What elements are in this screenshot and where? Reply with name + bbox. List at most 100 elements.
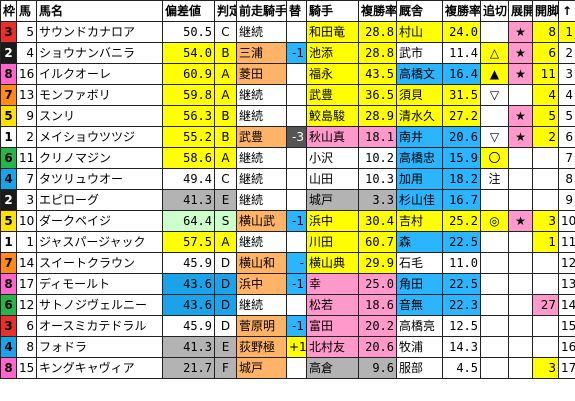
col-grade-header: 判定 bbox=[214, 0, 237, 22]
grade-cell: B bbox=[214, 126, 237, 148]
jockey-rate-cell: 28.9 bbox=[358, 105, 397, 127]
horse-name-cell: フォドラ bbox=[36, 336, 163, 358]
stable-cell: 音無 bbox=[396, 294, 443, 316]
change-cell bbox=[286, 294, 307, 316]
oikiri-mark-cell bbox=[480, 252, 509, 274]
waku-cell: 3 bbox=[0, 21, 17, 43]
kaikyaku-cell bbox=[532, 315, 559, 337]
jockey-rate-cell: 43.5 bbox=[358, 63, 397, 85]
deviation-cell: 54.0 bbox=[162, 42, 215, 64]
grade-cell: E bbox=[214, 336, 237, 358]
grade-cell: A bbox=[214, 231, 237, 253]
oikiri-mark-cell: 〇 bbox=[480, 147, 509, 169]
rank-cell: 17 bbox=[558, 357, 575, 379]
deviation-value: 41.3 bbox=[183, 193, 212, 207]
rank-cell: 6 bbox=[558, 126, 575, 148]
waku-cell: 3 bbox=[0, 315, 17, 337]
stable-cell: 杉山佳 bbox=[396, 189, 443, 211]
stable-cell: 清水久 bbox=[396, 105, 443, 127]
uma-number-cell: 4 bbox=[16, 42, 37, 64]
deviation-cell: 49.4 bbox=[162, 168, 215, 190]
table-row: 1 2 メイショウツツジ 55.2 B 武豊 -3 秋山真 18.1 南井 20.6 ▽ ★ 2 6 bbox=[0, 126, 575, 148]
uma-number-cell: 2 bbox=[16, 126, 37, 148]
jockey-cell: 和田竜 bbox=[306, 21, 359, 43]
jockey-rate-cell: 10.3 bbox=[358, 168, 397, 190]
rank-cell: 11 bbox=[558, 231, 575, 253]
grade-cell: B bbox=[214, 105, 237, 127]
deviation-value: 43.6 bbox=[183, 298, 212, 312]
kaikyaku-cell: 3 bbox=[532, 357, 559, 379]
grade-cell: C bbox=[214, 21, 237, 43]
uma-number-cell: 14 bbox=[16, 252, 37, 274]
prev-jockey-cell: 継続 bbox=[236, 84, 287, 106]
change-cell: -1 bbox=[286, 273, 307, 295]
kaikyaku-cell: 1 bbox=[532, 231, 559, 253]
deviation-value: 59.8 bbox=[183, 88, 212, 102]
jockey-rate-cell: 36.5 bbox=[358, 84, 397, 106]
tenkai-star-cell bbox=[508, 189, 533, 211]
table-row: 3 6 オースミカテドラル 45.9 D 菅原明 -1 富田 20.2 高橋亮 12.5 15 bbox=[0, 315, 575, 337]
waku-cell: 8 bbox=[0, 273, 17, 295]
oikiri-mark-cell bbox=[480, 315, 509, 337]
jockey-rate-cell: 25.0 bbox=[358, 273, 397, 295]
prev-jockey-cell: 継続 bbox=[236, 147, 287, 169]
horse-name-cell: ショウナンバニラ bbox=[36, 42, 163, 64]
uma-number-cell: 3 bbox=[16, 189, 37, 211]
waku-cell: 4 bbox=[0, 168, 17, 190]
oikiri-mark-cell bbox=[480, 21, 509, 43]
prev-jockey-cell: 継続 bbox=[236, 294, 287, 316]
grade-cell: A bbox=[214, 63, 237, 85]
stable-cell: 森 bbox=[396, 231, 443, 253]
waku-cell: 7 bbox=[0, 84, 17, 106]
stable-cell: 服部 bbox=[396, 357, 443, 379]
rank-cell: 3 bbox=[558, 63, 575, 85]
jockey-cell: 高倉 bbox=[306, 357, 359, 379]
change-cell bbox=[286, 63, 307, 85]
deviation-cell: 64.4 bbox=[162, 210, 215, 232]
table-row: 3 5 サウンドカナロア 50.5 C 継続 和田竜 28.8 村山 24.0 ★ 8 1 bbox=[0, 21, 575, 43]
deviation-cell: 55.2 bbox=[162, 126, 215, 148]
tenkai-star-cell bbox=[508, 84, 533, 106]
change-cell bbox=[286, 147, 307, 169]
horse-name-cell: サウンドカナロア bbox=[36, 21, 163, 43]
tenkai-star-cell bbox=[508, 357, 533, 379]
stable-cell: 角田 bbox=[396, 273, 443, 295]
kaikyaku-cell: 4 bbox=[532, 84, 559, 106]
prev-jockey-cell: 継続 bbox=[236, 21, 287, 43]
stable-rate-cell: 18.2 bbox=[442, 168, 481, 190]
oikiri-mark-cell bbox=[480, 105, 509, 127]
change-cell: -1 bbox=[286, 210, 307, 232]
uma-number-cell: 5 bbox=[16, 21, 37, 43]
stable-cell: 武市 bbox=[396, 42, 443, 64]
oikiri-mark-cell bbox=[480, 336, 509, 358]
col-oikiri-header: 追切 bbox=[480, 0, 509, 22]
kaikyaku-cell bbox=[532, 189, 559, 211]
jockey-cell: 幸 bbox=[306, 273, 359, 295]
kaikyaku-cell bbox=[532, 273, 559, 295]
col-name-header: 馬名 bbox=[36, 0, 163, 22]
stable-rate-cell: 20.6 bbox=[442, 126, 481, 148]
deviation-value: 64.4 bbox=[183, 214, 212, 228]
prev-jockey-cell: 菱田 bbox=[236, 63, 287, 85]
table-row: 8 15 キングキャヴィア 21.7 F 城戸 高倉 9.6 服部 4.5 3 17 bbox=[0, 357, 575, 379]
deviation-value: 49.4 bbox=[183, 172, 212, 186]
uma-number-cell: 1 bbox=[16, 231, 37, 253]
tenkai-star-cell bbox=[508, 231, 533, 253]
col-uma-header: 馬 bbox=[16, 0, 37, 22]
deviation-cell: 43.6 bbox=[162, 294, 215, 316]
jockey-cell: 浜中 bbox=[306, 210, 359, 232]
rank-cell: 15 bbox=[558, 315, 575, 337]
oikiri-mark-cell: ▽ bbox=[480, 84, 509, 106]
table-row: 6 12 サトノジヴェルニー 43.6 D 継続 松若 18.6 音無 22.3 27 14 bbox=[0, 294, 575, 316]
oikiri-mark-cell: ▲ bbox=[480, 63, 509, 85]
tenkai-star-cell: ★ bbox=[508, 105, 533, 127]
grade-cell: D bbox=[214, 252, 237, 274]
jockey-rate-cell: 18.1 bbox=[358, 126, 397, 148]
waku-cell: 7 bbox=[0, 252, 17, 274]
col-kaikyaku-header: 開脚 bbox=[532, 0, 559, 22]
jockey-cell: 鮫島駿 bbox=[306, 105, 359, 127]
change-cell: - bbox=[286, 252, 307, 274]
change-cell: +1 bbox=[286, 336, 307, 358]
tenkai-star-cell bbox=[508, 336, 533, 358]
horse-name-cell: ダークペイジ bbox=[36, 210, 163, 232]
